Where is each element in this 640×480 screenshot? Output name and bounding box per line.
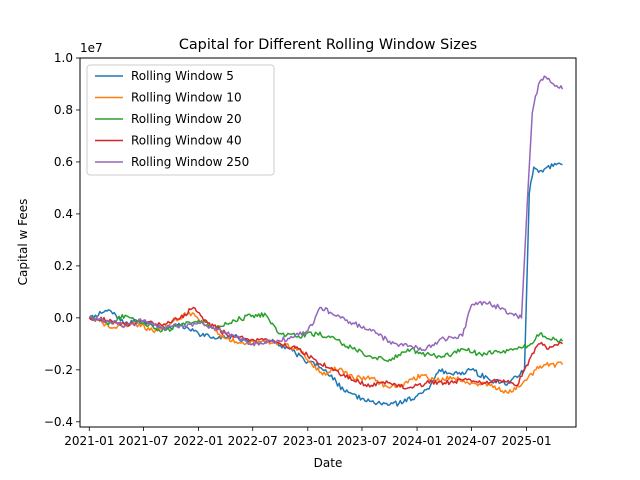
series-layer [88, 75, 564, 407]
y-tick-label: 0.6 [54, 155, 73, 169]
series-line-5 [88, 75, 564, 352]
y-offset-label: 1e7 [80, 41, 103, 55]
series-line-2 [88, 311, 564, 394]
y-tick-label: 0.4 [54, 207, 73, 221]
x-tick-label: 2021-07 [118, 434, 168, 448]
legend-box [86, 64, 275, 176]
x-tick-label: 2021-01 [64, 434, 114, 448]
y-tick-label: 0.8 [54, 103, 73, 117]
legend-label: Rolling Window 10 [131, 91, 242, 105]
x-axis: 2021-01 2021-07 2022-01 2022-07 2023-01 2023-… [64, 427, 552, 448]
chart-title: Capital for Different Rolling Window Siz… [179, 37, 477, 53]
y-axis-title: Capital w Fees [16, 199, 30, 286]
plot-frame [79, 57, 577, 428]
x-tick-label: 2023-07 [337, 434, 387, 448]
x-tick-label: 2025-01 [502, 434, 552, 448]
y-tick-label: −0.2 [44, 363, 73, 377]
y-tick-label: −0.4 [44, 415, 73, 429]
legend-label: Rolling Window 20 [131, 112, 242, 126]
legend-label: Rolling Window 250 [131, 155, 249, 169]
series-line-4 [88, 306, 563, 390]
x-axis-title: Date [314, 456, 343, 470]
y-tick-label: 0.0 [54, 311, 73, 325]
x-tick-label: 2022-07 [228, 434, 278, 448]
x-tick-label: 2024-07 [446, 434, 496, 448]
legend: Rolling Window 5 Rolling Window 10 Rolling… [86, 64, 275, 176]
legend-label: Rolling Window 5 [131, 69, 234, 83]
y-tick-label: 0.2 [54, 259, 73, 273]
x-tick-label: 2022-01 [173, 434, 223, 448]
y-axis: −0.4 −0.2 0.0 0.2 0.4 0.6 0.8 1.0 [44, 51, 80, 429]
x-tick-label: 2024-01 [392, 434, 442, 448]
legend-label: Rolling Window 40 [131, 134, 242, 148]
series-line-3 [89, 312, 564, 363]
x-tick-label: 2023-01 [283, 434, 333, 448]
y-tick-label: 1.0 [54, 51, 73, 65]
